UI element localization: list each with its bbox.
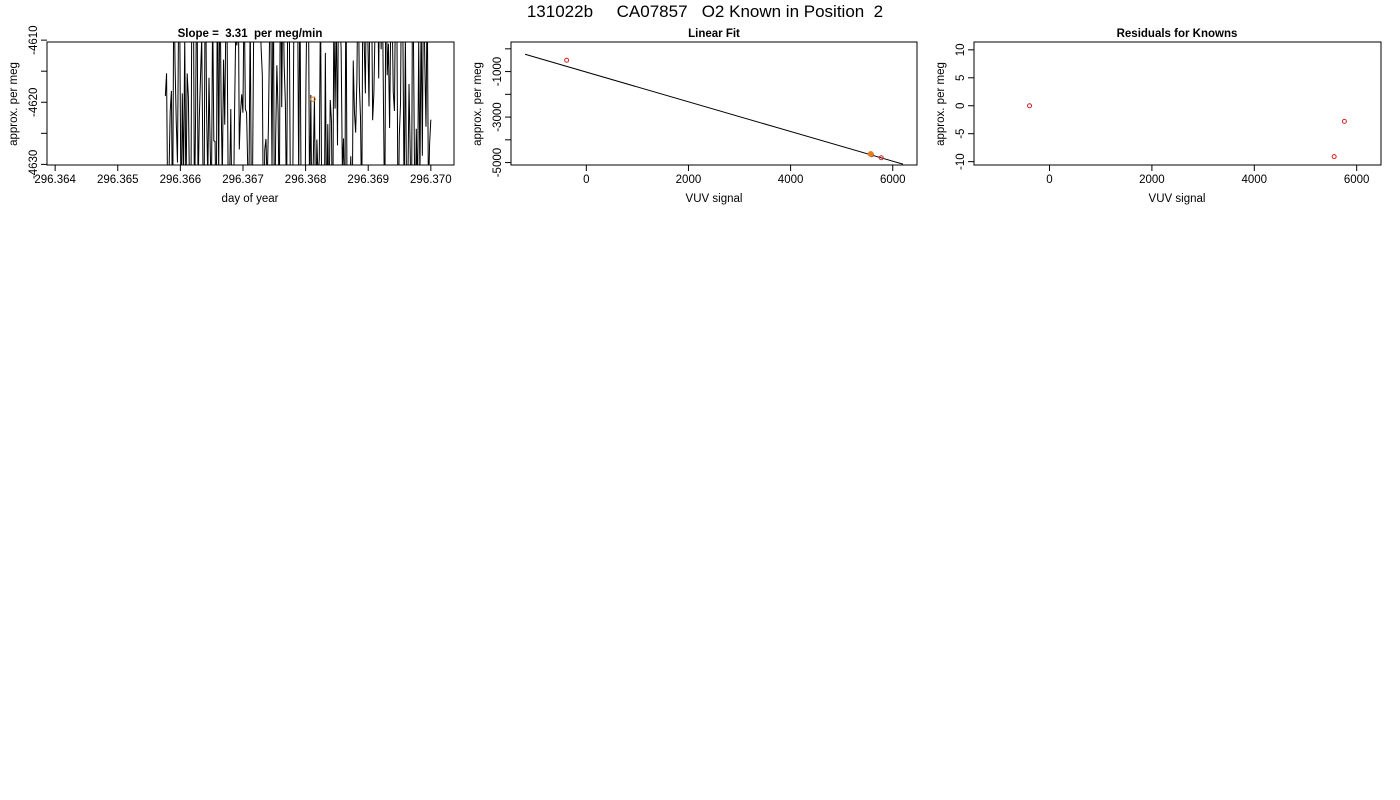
y-tick-label: -3000 — [492, 102, 504, 131]
data-point — [878, 155, 884, 161]
x-tick-label: 296.365 — [97, 174, 139, 186]
figure-suptitle: 131022b CA07857 O2 Known in Position 2 — [527, 2, 883, 21]
plot-frame — [973, 41, 1382, 166]
x-tick-label: 6000 — [880, 174, 906, 186]
y-tick-label: -1000 — [492, 57, 504, 86]
fit-line — [524, 53, 904, 165]
x-tick-label: 0 — [1046, 174, 1052, 186]
axes: 0 2000 4000 6000 -10 -5 0 5 10 — [955, 43, 1369, 186]
highlight-point — [310, 96, 316, 102]
highlight-point — [867, 151, 874, 157]
y-tick-label: 5 — [955, 75, 967, 81]
series-line — [164, 42, 432, 165]
data-point — [564, 57, 570, 63]
x-tick-label: 296.367 — [222, 174, 264, 186]
x-tick-label: 296.368 — [285, 174, 327, 186]
y-tick-label: -4610 — [28, 25, 40, 54]
y-axis-label: approx. per meg — [8, 62, 20, 146]
axes: 0 2000 4000 6000 -1000 -3000 -5000 — [492, 48, 906, 186]
x-tick-label: 2000 — [1139, 174, 1165, 186]
x-tick-label: 296.364 — [34, 174, 76, 186]
y-tick-label: -10 — [955, 153, 967, 170]
x-tick-label: 296.366 — [160, 174, 202, 186]
y-tick-label: -5 — [955, 129, 967, 139]
panel-title: Slope = 3.31 per meg/min — [178, 28, 323, 40]
data-point — [1027, 103, 1033, 109]
x-tick-label: 2000 — [676, 174, 702, 186]
x-tick-label: 4000 — [778, 174, 804, 186]
x-tick-label: 296.369 — [347, 174, 389, 186]
x-tick-label: 4000 — [1241, 174, 1267, 186]
y-tick-label: -4630 — [28, 150, 40, 179]
data-point — [1341, 118, 1347, 124]
plot-clip — [524, 53, 904, 165]
x-tick-label: 6000 — [1344, 174, 1370, 186]
x-tick-label: 0 — [583, 174, 589, 186]
y-axis-label: approx. per meg — [935, 62, 947, 146]
plot-clip — [1027, 103, 1347, 160]
x-axis-label: VUV signal — [1149, 193, 1206, 205]
plot-area — [524, 53, 904, 165]
plot-frame — [46, 41, 455, 166]
plot-clip — [164, 42, 432, 165]
y-axis-label: approx. per meg — [472, 62, 484, 146]
y-tick-label: 0 — [955, 103, 967, 109]
y-tick-label: -5000 — [492, 148, 504, 177]
y-tick-label: 10 — [955, 43, 967, 56]
x-axis-label: day of year — [222, 193, 279, 205]
data-point — [1331, 154, 1337, 160]
axes: 296.364 296.365 296.366 296.367 296.368 296.3… — [28, 25, 452, 186]
x-axis-label: VUV signal — [686, 193, 743, 205]
plot-area — [164, 42, 432, 165]
plot-frame — [510, 41, 918, 166]
panel-slope: Slope = 3.31 per meg/min 296.364 296.365 2… — [8, 25, 455, 205]
y-tick-label: -4620 — [28, 88, 40, 117]
plot-area — [1027, 103, 1347, 160]
panel-residuals: Residuals for Knowns 0 2000 4000 6000-10-50… — [935, 28, 1382, 205]
x-tick-label: 296.370 — [410, 174, 452, 186]
panel-title: Residuals for Knowns — [1117, 28, 1238, 40]
panel-title: Linear Fit — [688, 28, 740, 40]
panel-linear-fit: Linear Fit 0 2000 4000 6000-1000-3000-5000 … — [472, 28, 918, 205]
